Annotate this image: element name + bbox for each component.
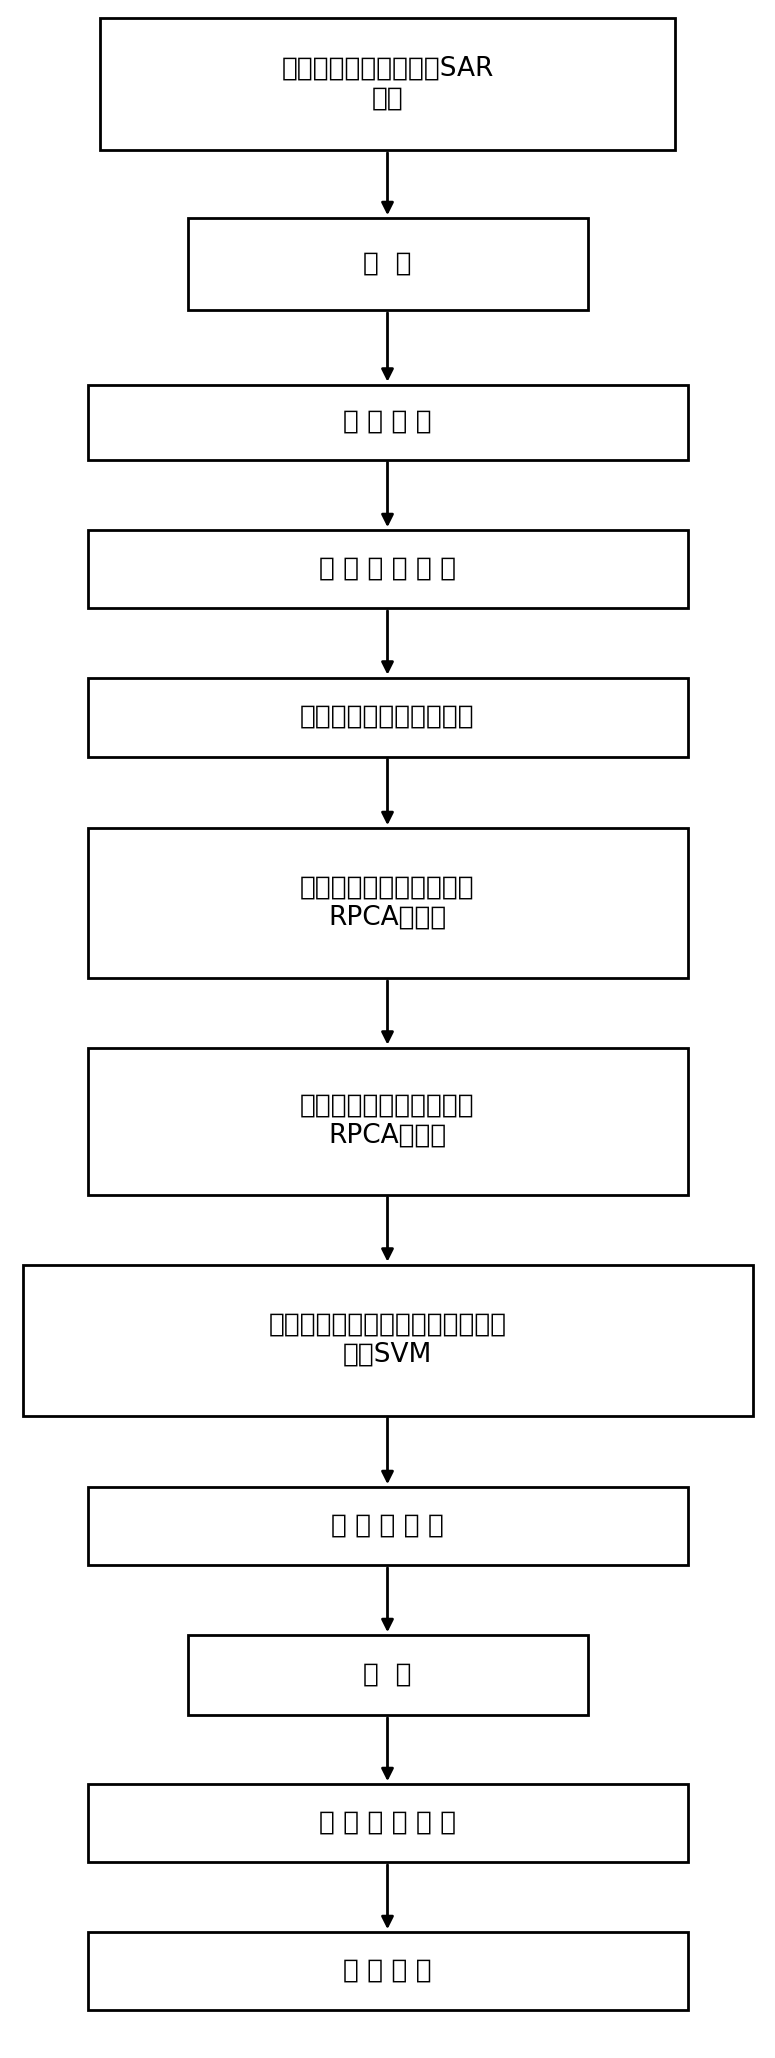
Text: 生 成 超 像 素: 生 成 超 像 素: [331, 1513, 444, 1539]
Text: 分  类: 分 类: [363, 1663, 412, 1688]
FancyBboxPatch shape: [88, 1932, 687, 2011]
FancyBboxPatch shape: [188, 218, 587, 311]
FancyBboxPatch shape: [100, 19, 675, 150]
Text: 输 出 结 果: 输 出 结 果: [343, 1957, 432, 1984]
Text: 训练深度鲁棒主成分分析
RPCA第二层: 训练深度鲁棒主成分分析 RPCA第二层: [300, 1093, 475, 1148]
Text: 计 算 分 类 精 度: 计 算 分 类 精 度: [319, 1809, 456, 1836]
FancyBboxPatch shape: [88, 1048, 687, 1194]
FancyBboxPatch shape: [88, 1488, 687, 1564]
FancyBboxPatch shape: [88, 1784, 687, 1862]
Text: 用训练样本的二阶特征训练支撑向
量机SVM: 用训练样本的二阶特征训练支撑向 量机SVM: [268, 1313, 507, 1369]
Text: 特 征 组 归 一 化: 特 征 组 归 一 化: [319, 556, 456, 582]
FancyBboxPatch shape: [22, 1264, 753, 1416]
Text: 训练深度鲁棒主成分分析
RPCA第一层: 训练深度鲁棒主成分分析 RPCA第一层: [300, 875, 475, 930]
FancyBboxPatch shape: [88, 531, 687, 607]
Text: 提 取 特 征: 提 取 特 征: [343, 410, 432, 434]
Text: 选择训练样本和测试样本: 选择训练样本和测试样本: [300, 704, 475, 731]
FancyBboxPatch shape: [88, 677, 687, 757]
FancyBboxPatch shape: [188, 1634, 587, 1714]
Text: 读入一幅待分类的极化SAR
图像: 读入一幅待分类的极化SAR 图像: [281, 56, 494, 111]
Text: 滤  波: 滤 波: [363, 251, 412, 278]
FancyBboxPatch shape: [88, 385, 687, 459]
FancyBboxPatch shape: [88, 827, 687, 978]
